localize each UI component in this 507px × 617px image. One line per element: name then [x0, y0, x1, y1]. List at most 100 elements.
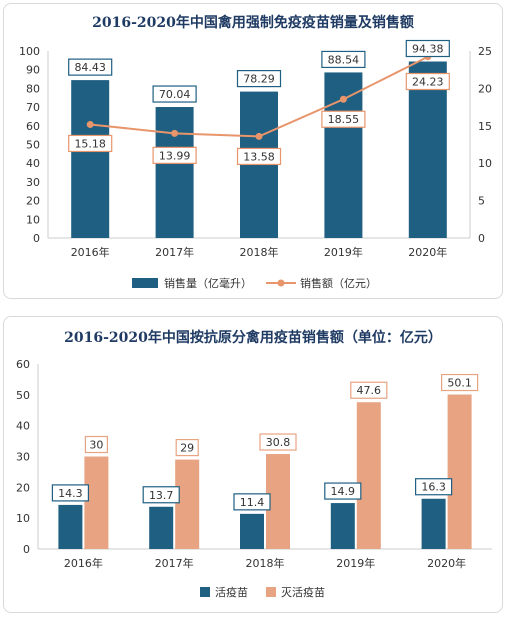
y-tick-label: 60 — [16, 358, 30, 371]
data-label-box — [321, 110, 366, 128]
bar-live-vaccine — [421, 498, 446, 549]
data-label-box — [324, 482, 362, 500]
y-tick-label: 30 — [26, 176, 40, 189]
data-label-box — [233, 493, 271, 511]
data-label: 15.18 — [74, 137, 106, 150]
data-label-box — [152, 85, 197, 103]
data-label: 11.4 — [240, 496, 265, 509]
data-label-box — [441, 373, 479, 392]
data-label-box — [236, 69, 282, 88]
y-tick-label: 0 — [23, 543, 30, 556]
data-label-box — [321, 50, 366, 69]
data-label: 18.55 — [328, 113, 360, 126]
y-tick-label: 30 — [16, 451, 30, 464]
data-label-box — [175, 438, 199, 457]
y2-tick-label: 5 — [478, 195, 485, 208]
x-tick-label: 2019年 — [324, 245, 363, 259]
y-tick-label: 40 — [26, 157, 40, 170]
data-label-box — [405, 72, 450, 91]
y-tick-label: 20 — [26, 195, 40, 208]
chart-title: 2016-2020年中国禽用强制免疫疫苗销量及销售额 — [92, 15, 414, 31]
y-tick-label: 40 — [16, 420, 30, 433]
bar-sales-volume — [155, 107, 194, 238]
y2-tick-label: 15 — [478, 120, 492, 133]
data-label: 24.23 — [412, 76, 444, 89]
data-label: 13.58 — [243, 150, 275, 163]
data-label-box — [405, 39, 450, 58]
data-label: 30.8 — [266, 436, 291, 449]
grouped-bar-chart: 0 10 20 30 40 50 60 2016年 2017年 2018年 2019年 2020年 14… — [16, 358, 492, 599]
bar-sales-volume — [71, 80, 110, 238]
y-tick-label: 50 — [26, 139, 40, 152]
data-label: 13.99 — [159, 149, 191, 162]
y-tick-label: 10 — [26, 213, 40, 226]
legend-label: 销售额（亿元） — [300, 276, 377, 290]
chart-panel-antigen-sales: 2016-2020年中国按抗原分禽用疫苗销售额（单位：亿元） 0 10 20 30 40… — [3, 316, 503, 613]
data-label-box — [350, 381, 388, 399]
y-tick-label: 50 — [16, 389, 30, 402]
x-tick-label: 2016年 — [71, 245, 110, 259]
y-tick-label: 20 — [16, 481, 30, 494]
data-label-box — [152, 146, 197, 164]
legend-label: 活疫苗 — [215, 585, 248, 599]
data-label: 78.29 — [243, 73, 275, 86]
y-tick-label: 0 — [33, 232, 40, 245]
data-label: 14.9 — [331, 485, 356, 498]
y-tick-label: 90 — [26, 64, 40, 77]
line-point — [339, 95, 347, 103]
legend-marker — [277, 279, 285, 287]
data-label: 30 — [89, 439, 103, 452]
combo-chart: 0 10 20 30 40 50 60 70 80 90 100 0 5 10 15 20 25 2016年 201… — [19, 39, 492, 290]
x-tick-label: 2016年 — [64, 556, 103, 570]
x-tick-label: 2018年 — [240, 245, 279, 259]
y-tick-label: 70 — [26, 101, 40, 114]
chart-panel-sales-volume: 2016-2020年中国禽用强制免疫疫苗销量及销售额 0 10 20 30 40 50 60… — [3, 3, 503, 299]
x-tick-label: 2020年 — [408, 245, 447, 259]
x-tick-label: 2017年 — [155, 556, 194, 570]
line-point — [86, 120, 94, 128]
x-tick-label: 2017年 — [155, 245, 194, 259]
line-point — [171, 129, 179, 137]
data-label-box — [68, 134, 113, 153]
data-label: 16.3 — [421, 481, 446, 494]
bar-live-vaccine — [330, 503, 355, 549]
legend-label: 灭活疫苗 — [281, 585, 325, 599]
data-label-box — [415, 478, 453, 496]
legend-swatch — [200, 587, 210, 597]
y-tick-label: 10 — [16, 512, 30, 525]
bar-inactivated-vaccine — [175, 459, 200, 549]
data-label-box — [259, 433, 297, 451]
chart-title: 2016-2020年中国按抗原分禽用疫苗销售额（单位：亿元） — [64, 330, 442, 346]
y-tick-label: 80 — [26, 82, 40, 95]
data-label: 29 — [180, 442, 194, 455]
bar-sales-volume — [408, 61, 447, 238]
y2-tick-label: 10 — [478, 157, 492, 170]
x-tick-label: 2020年 — [427, 556, 466, 570]
bar-inactivated-vaccine — [356, 402, 381, 549]
y-tick-label: 60 — [26, 120, 40, 133]
data-label: 50.1 — [447, 377, 472, 390]
data-label: 47.6 — [357, 384, 382, 397]
bar-live-vaccine — [58, 504, 83, 549]
bar-live-vaccine — [240, 513, 264, 549]
data-label-box — [84, 435, 109, 454]
data-label-box — [68, 58, 113, 76]
y2-tick-label: 0 — [478, 232, 485, 245]
data-label-box — [51, 484, 90, 502]
data-label: 13.7 — [149, 489, 174, 502]
data-label: 84.43 — [74, 61, 106, 74]
data-label-box — [236, 147, 282, 166]
y2-tick-label: 25 — [478, 45, 492, 58]
data-label: 94.38 — [412, 43, 444, 56]
data-label: 88.54 — [328, 53, 360, 66]
data-label: 70.04 — [159, 88, 191, 101]
bar-inactivated-vaccine — [447, 394, 472, 549]
y-tick-label: 100 — [19, 45, 40, 58]
x-tick-label: 2019年 — [336, 556, 375, 570]
data-label: 14.3 — [58, 487, 83, 500]
y2-tick-label: 20 — [478, 82, 492, 95]
bar-live-vaccine — [149, 506, 174, 549]
data-label-box — [142, 486, 180, 504]
x-tick-label: 2018年 — [246, 556, 285, 570]
legend-label: 销售量（亿毫升） — [164, 276, 252, 290]
